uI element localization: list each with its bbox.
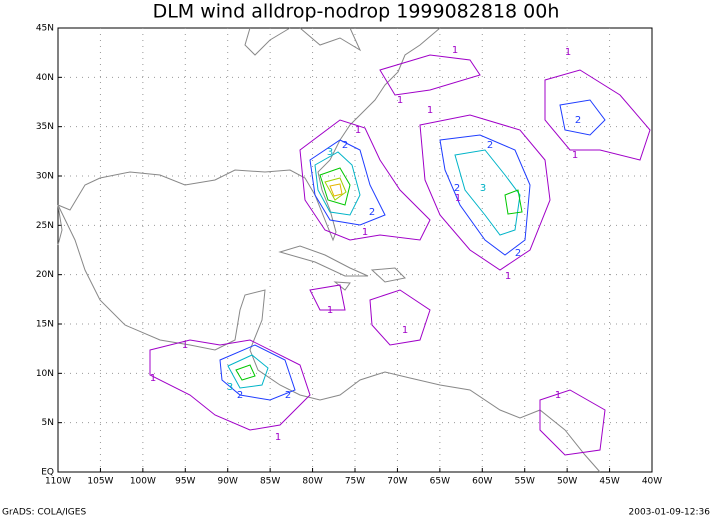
contour-label: 2 xyxy=(369,207,375,218)
coastline xyxy=(57,204,63,246)
lat-label: 5N xyxy=(42,418,54,428)
contour-label: 1 xyxy=(275,432,281,443)
lat-label: 15N xyxy=(36,320,54,330)
contour-label: 1 xyxy=(555,390,561,401)
contour-line xyxy=(299,119,431,241)
lon-label: 50W xyxy=(557,477,577,487)
lon-label: 90W xyxy=(218,477,238,487)
footer-left: GrADS: COLA/IGES xyxy=(2,508,86,518)
contour-label: 3 xyxy=(327,147,333,158)
lat-label: EQ xyxy=(41,468,54,478)
contour-label: 3 xyxy=(480,183,486,194)
coastline xyxy=(57,204,601,473)
contour-label: 1 xyxy=(397,95,403,106)
contour-line xyxy=(235,364,256,381)
contour-line xyxy=(319,167,351,206)
lon-label: 65W xyxy=(430,477,450,487)
lat-label: 35N xyxy=(36,122,54,132)
island xyxy=(333,281,351,291)
contour-line xyxy=(324,177,347,201)
lat-label: 25N xyxy=(36,221,54,231)
contour-line xyxy=(439,134,531,256)
coastline xyxy=(57,27,441,242)
contour-label: 1 xyxy=(327,305,333,316)
contour-line xyxy=(559,99,606,136)
contour-line xyxy=(314,151,361,216)
map-title: DLM wind alldrop-nodrop 1999082818 00h xyxy=(153,1,560,23)
contour-line xyxy=(329,183,343,197)
island xyxy=(278,245,369,277)
grid xyxy=(57,27,653,473)
lon-label: 60W xyxy=(472,477,492,487)
contour-label: 1 xyxy=(565,47,571,58)
contour-label: 2 xyxy=(515,248,521,259)
contour-line xyxy=(227,354,269,389)
contour-line xyxy=(309,284,346,311)
contours xyxy=(149,54,651,456)
contour-line xyxy=(544,69,651,161)
lon-label: 70W xyxy=(387,477,407,487)
coastline xyxy=(244,27,362,56)
lon-label: 95W xyxy=(175,477,195,487)
lat-label: 10N xyxy=(36,369,54,379)
contour-label: 1 xyxy=(427,105,433,116)
contour-label: 2 xyxy=(285,390,291,401)
lat-label: 30N xyxy=(36,172,54,182)
footer-right: 2003-01-09-12:36 xyxy=(629,508,711,518)
contour-line xyxy=(149,339,311,431)
contour-label: 1 xyxy=(452,45,458,56)
contour-line xyxy=(369,289,431,346)
contour-line xyxy=(379,54,481,96)
island xyxy=(370,267,407,283)
contour-line xyxy=(539,389,606,456)
lon-label: 55W xyxy=(515,477,535,487)
lon-label: 80W xyxy=(302,477,322,487)
contour-label: 2 xyxy=(487,140,493,151)
contour-line xyxy=(419,114,551,271)
lat-label: 20N xyxy=(36,270,54,280)
contour-line xyxy=(309,139,386,226)
contour-label: 1 xyxy=(505,271,511,282)
contour-label: 1 xyxy=(362,227,368,238)
lat-label: 40N xyxy=(36,73,54,83)
contour-label: 1 xyxy=(182,340,188,351)
contour-line xyxy=(504,189,523,215)
lon-label: 105W xyxy=(87,477,113,487)
contour-label: 2 xyxy=(237,390,243,401)
lon-label: 110W xyxy=(45,477,71,487)
coastlines xyxy=(57,27,601,473)
lon-label: 45W xyxy=(599,477,619,487)
contour-label: 1 xyxy=(455,193,461,204)
lon-label: 75W xyxy=(345,477,365,487)
contour-line xyxy=(454,149,521,236)
contour-label: 1 xyxy=(402,325,408,336)
contour-label: 2 xyxy=(575,115,581,126)
contour-label: 3 xyxy=(227,382,233,393)
lon-label: 85W xyxy=(260,477,280,487)
lon-label: 100W xyxy=(130,477,156,487)
contour-label: 2 xyxy=(342,140,348,151)
contour-line xyxy=(219,344,296,401)
contour-label: 2 xyxy=(454,183,460,194)
contour-label: 1 xyxy=(572,150,578,161)
lon-label: 40W xyxy=(642,477,662,487)
contour-label: 1 xyxy=(150,373,156,384)
contour-label: 1 xyxy=(355,125,361,136)
lat-label: 45N xyxy=(36,24,54,34)
